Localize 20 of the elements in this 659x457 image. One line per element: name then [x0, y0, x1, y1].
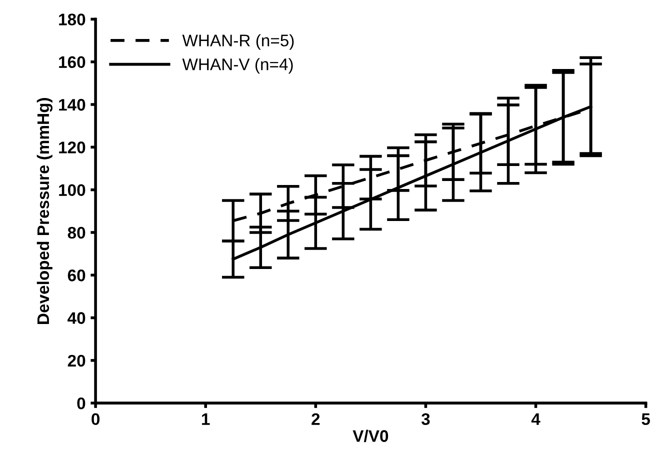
x-tick-label: 0	[92, 413, 100, 426]
legend-label: WHAN-R (n=5)	[182, 34, 294, 50]
x-tick-label: 2	[312, 413, 320, 425]
y-tick-label: 100	[59, 184, 86, 196]
x-tick-label: 4	[531, 413, 540, 425]
y-tick-label: 140	[59, 98, 86, 111]
y-tick-label: 180	[59, 14, 86, 26]
y-tick-label: 40	[68, 312, 86, 324]
y-tick-label: 20	[68, 354, 86, 367]
x-tick-label: 1	[202, 413, 210, 425]
x-tick-label: 3	[421, 413, 430, 426]
x-tick-label: 5	[642, 413, 650, 426]
y-tick-label: 0	[77, 397, 86, 410]
legend-label: WHAN-V (n=4)	[182, 58, 293, 74]
y-tick-label: 60	[68, 270, 86, 282]
y-axis-title: Developed Pressure (mmHg)	[36, 98, 52, 324]
y-tick-label: 160	[59, 56, 86, 68]
y-tick-label: 120	[59, 142, 86, 154]
x-axis-title: V/V0	[352, 430, 388, 442]
y-tick-label: 80	[68, 226, 86, 239]
